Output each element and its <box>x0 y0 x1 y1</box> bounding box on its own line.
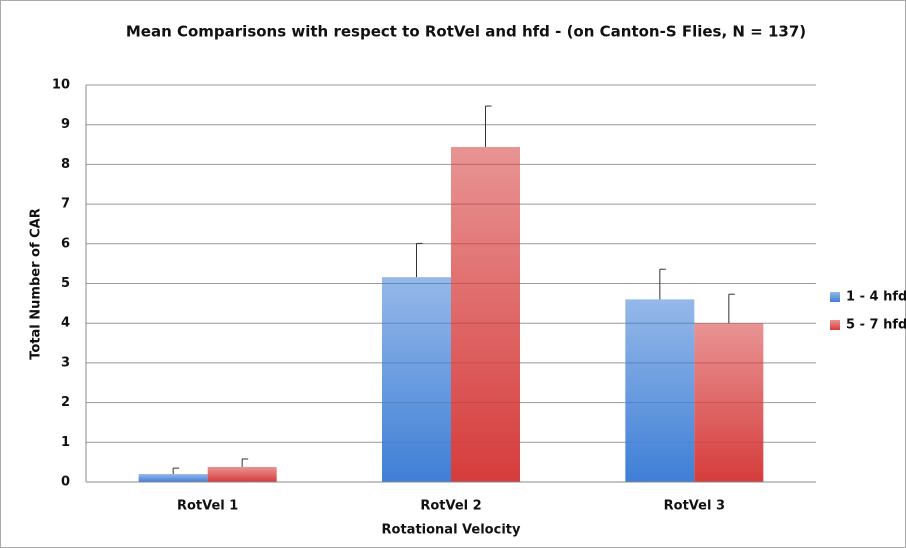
x-tick-label: RotVel 1 <box>177 499 238 514</box>
legend-swatch <box>830 292 840 302</box>
y-tick-label: 5 <box>61 276 70 291</box>
y-tick-label: 2 <box>61 395 70 410</box>
chart-title: Mean Comparisons with respect to RotVel … <box>126 23 806 41</box>
y-tick-label: 3 <box>61 355 70 370</box>
legend-swatch <box>830 320 840 330</box>
bar <box>625 299 695 482</box>
y-axis-label: Total Number of CAR <box>29 208 44 360</box>
y-tick-label: 7 <box>61 197 70 212</box>
y-tick-label: 9 <box>61 117 70 132</box>
x-axis-label: Rotational Velocity <box>382 523 521 538</box>
bar <box>451 146 520 482</box>
legend-label: 1 - 4 hfd <box>846 290 906 305</box>
y-tick-label: 1 <box>61 435 70 450</box>
y-tick-label: 10 <box>52 78 70 93</box>
bar <box>138 474 208 482</box>
y-tick-label: 0 <box>61 475 70 490</box>
y-tick-label: 6 <box>61 236 70 251</box>
x-tick-label: RotVel 3 <box>664 499 725 514</box>
bar <box>382 277 451 482</box>
legend-label: 5 - 7 hfd <box>846 318 906 333</box>
y-tick-label: 4 <box>61 316 70 331</box>
x-tick-label: RotVel 2 <box>420 499 481 514</box>
y-tick-label: 8 <box>61 157 70 172</box>
bar <box>207 466 277 482</box>
bar <box>694 323 764 482</box>
